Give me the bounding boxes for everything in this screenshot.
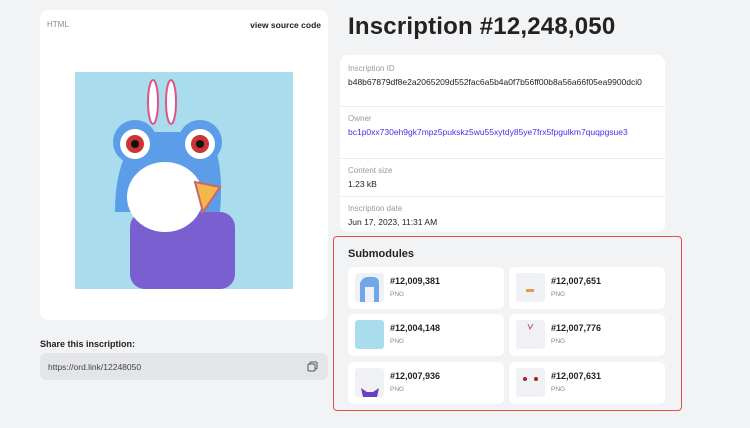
submodule-thumbnail [355, 368, 384, 397]
submodule-item[interactable]: #12,007,936 PNG [348, 362, 504, 404]
inscription-image [75, 72, 293, 289]
submodule-thumbnail [516, 320, 545, 349]
submodule-item[interactable]: #12,007,631 PNG [509, 362, 665, 404]
submodule-number: #12,007,936 [390, 371, 441, 381]
detail-value: b48b67879df8e2a2065209d552fac6a5b4a0f7b5… [348, 77, 642, 87]
detail-label: Content size [348, 166, 393, 175]
detail-owner: Owner bc1p0xx730eh9gk7mpz5pukskz5wu55xyt… [340, 107, 665, 159]
owner-link[interactable]: bc1p0xx730eh9gk7mpz5pukskz5wu55xytdy85ye… [348, 127, 628, 137]
view-source-link[interactable]: view source code [250, 20, 321, 30]
detail-value: 1.23 kB [348, 179, 377, 189]
submodule-number: #12,007,631 [551, 371, 602, 381]
submodule-type: PNG [390, 386, 405, 393]
submodule-number: #12,004,148 [390, 323, 441, 333]
page-title: Inscription #12,248,050 [348, 13, 616, 40]
detail-label: Inscription date [348, 204, 403, 213]
detail-content-size: Content size 1.23 kB [340, 159, 665, 197]
submodule-item[interactable]: #12,004,148 PNG [348, 314, 504, 356]
content-type-label: HTML [47, 20, 69, 29]
submodule-number: #12,007,776 [551, 323, 602, 333]
submodule-number: #12,009,381 [390, 276, 441, 286]
share-label: Share this inscription: [40, 339, 136, 349]
submodules-heading: Submodules [348, 248, 415, 260]
submodule-thumbnail [355, 320, 384, 349]
submodule-item[interactable]: #12,009,381 PNG [348, 267, 504, 309]
submodule-type: PNG [551, 291, 566, 298]
submodule-type: PNG [390, 291, 405, 298]
details-card: Inscription ID b48b67879df8e2a2065209d55… [340, 55, 665, 232]
submodule-thumbnail [516, 273, 545, 302]
submodule-type: PNG [390, 338, 405, 345]
submodule-thumbnail [516, 368, 545, 397]
share-url-field[interactable]: https://ord.link/12248050 [40, 353, 328, 380]
detail-value: Jun 17, 2023, 11:31 AM [348, 217, 438, 227]
submodule-type: PNG [551, 386, 566, 393]
share-url: https://ord.link/12248050 [48, 362, 142, 372]
detail-label: Owner [348, 114, 372, 123]
preview-card: HTML view source code [40, 10, 328, 320]
submodule-number: #12,007,651 [551, 276, 602, 286]
detail-date: Inscription date Jun 17, 2023, 11:31 AM [340, 197, 665, 228]
detail-inscription-id: Inscription ID b48b67879df8e2a2065209d55… [340, 55, 665, 107]
submodule-type: PNG [551, 338, 566, 345]
submodule-item[interactable]: #12,007,651 PNG [509, 267, 665, 309]
submodule-thumbnail [355, 273, 384, 302]
submodules-section: Submodules #12,009,381 PNG #12,007,651 P… [333, 236, 682, 411]
submodule-item[interactable]: #12,007,776 PNG [509, 314, 665, 356]
copy-icon[interactable] [307, 361, 318, 372]
detail-label: Inscription ID [348, 64, 395, 73]
